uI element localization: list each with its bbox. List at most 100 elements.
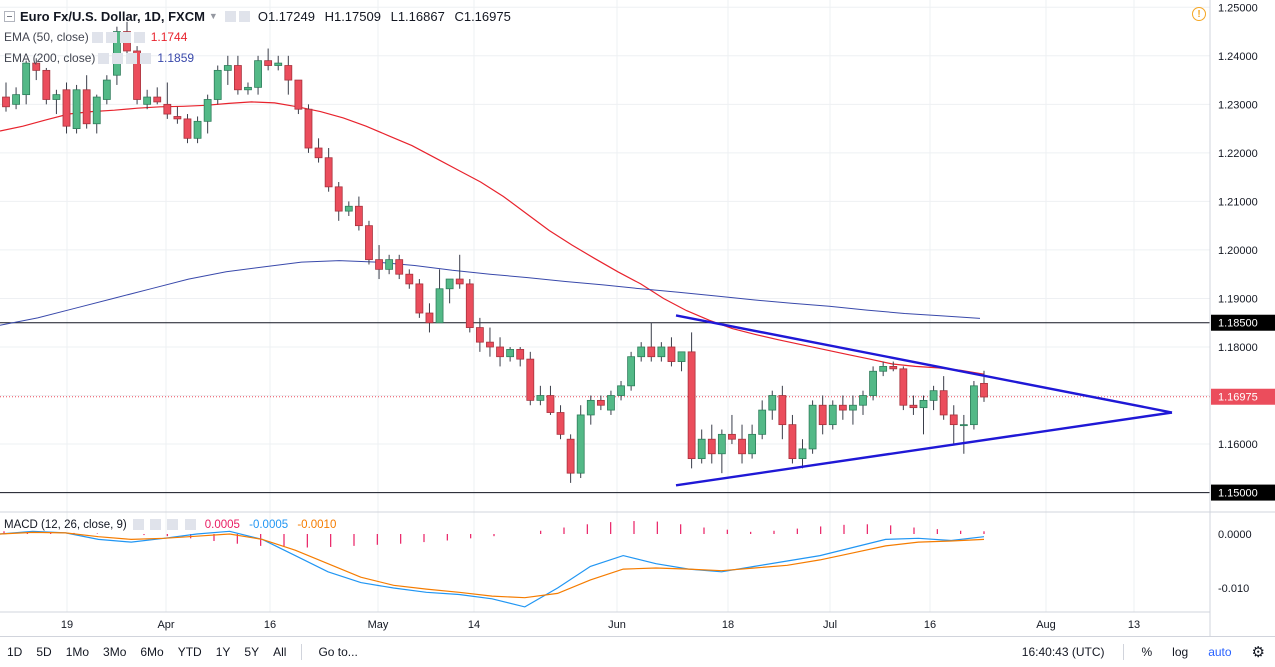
candle-body [909, 404, 918, 409]
symbol-title[interactable]: Euro Fx/U.S. Dollar, 1D, FXCM [20, 9, 205, 24]
close-icon[interactable] [140, 53, 152, 64]
candle-body [213, 69, 222, 100]
divider [301, 644, 303, 660]
price-tick: 1.16000 [1218, 439, 1258, 451]
resistance-label-bg [1211, 314, 1275, 331]
ema50-value: 1.1744 [150, 30, 188, 44]
horizontal-levels[interactable] [0, 322, 1210, 494]
candle-body [163, 103, 172, 115]
timeframe-5y[interactable]: 5Y [244, 645, 260, 659]
visibility-icon[interactable] [224, 11, 236, 22]
timeframe-1y[interactable]: 1Y [215, 645, 231, 659]
candle-body [133, 50, 141, 100]
candle-body [526, 358, 535, 401]
ema50-legend[interactable]: EMA (50, close) 1.1744 [4, 27, 517, 48]
settings-small-icon[interactable] [238, 11, 250, 22]
candle-body [576, 414, 585, 474]
percent-toggle[interactable]: % [1141, 645, 1153, 659]
candle-body [193, 120, 202, 139]
macd-legend[interactable]: MACD (12, 26, close, 9) 0.0005 -0.0005 -… [4, 519, 336, 531]
close-icon[interactable] [184, 519, 196, 531]
candle-body [203, 99, 212, 122]
candle-body [980, 382, 988, 398]
eye-icon[interactable] [132, 519, 144, 531]
divider [1122, 644, 1124, 660]
candle-body [304, 108, 313, 149]
candle-body [889, 366, 898, 370]
candle-body [415, 283, 424, 314]
candle-body [2, 96, 10, 108]
candle-body [284, 65, 293, 81]
time-tick: Aug [1036, 619, 1056, 631]
candle-body [22, 62, 31, 96]
collapse-legend-icon[interactable] [4, 11, 15, 22]
more-icon[interactable] [119, 32, 131, 43]
trendlines[interactable] [675, 314, 1173, 487]
go-to-button[interactable]: Go to... [318, 645, 358, 659]
ema200-legend[interactable]: EMA (200, close) 1.1859 [4, 48, 517, 69]
candle-body [707, 438, 716, 455]
clock-alert-icon[interactable]: ! [1192, 7, 1206, 21]
candle-body [375, 259, 383, 270]
candle-body [324, 157, 333, 188]
timeframe-1d[interactable]: 1D [7, 645, 23, 659]
log-toggle[interactable]: log [1172, 645, 1189, 659]
chevron-down-icon[interactable]: ▼ [208, 11, 218, 21]
more-icon[interactable] [126, 53, 138, 64]
timeframe-1mo[interactable]: 1Mo [65, 645, 90, 659]
low-value: L1.16867 [390, 9, 445, 24]
candle-body [566, 438, 575, 474]
candle-body [354, 205, 363, 227]
candle-body [344, 205, 353, 212]
auto-toggle[interactable]: auto [1208, 645, 1232, 659]
price-tick: 1.19000 [1218, 293, 1258, 305]
gear-icon[interactable]: ⚙ [1251, 644, 1265, 661]
candle-body [607, 395, 615, 411]
timeframe-all[interactable]: All [273, 645, 287, 659]
utc-clock[interactable]: 16:40:43 (UTC) [1021, 645, 1105, 659]
close-value: C1.16975 [454, 9, 511, 24]
candle-body [879, 366, 888, 372]
candle-body [808, 404, 817, 450]
close-icon[interactable] [133, 32, 145, 43]
candle-body [385, 259, 394, 270]
ohlc-values: O1.17249 H1.17509 L1.16867 C1.16975 [258, 6, 517, 27]
candle-body [72, 89, 81, 130]
candle-body [173, 116, 182, 120]
time-tick: Apr [157, 619, 174, 631]
candle-body [647, 346, 656, 358]
time-tick: 13 [1128, 619, 1140, 631]
candle-body [32, 62, 41, 71]
eye-icon[interactable] [91, 32, 103, 43]
timeframe-5d[interactable]: 5D [36, 645, 52, 659]
timeframe-6mo[interactable]: 6Mo [140, 645, 164, 659]
more-icon[interactable] [167, 519, 179, 531]
timeframe-3mo[interactable]: 3Mo [103, 645, 127, 659]
current-price-label-bg [1211, 388, 1275, 405]
macd-pane [0, 521, 985, 608]
eye-icon[interactable] [98, 53, 110, 64]
settings-small-icon[interactable] [150, 519, 162, 531]
upper-trendline [675, 314, 1173, 414]
symbol-row: Euro Fx/U.S. Dollar, 1D, FXCM ▼ O1.17249… [4, 6, 517, 27]
price-chart[interactable]: 1.25000 1.24000 1.23000 1.22000 1.21000 1.200… [0, 0, 1275, 636]
candle-body [556, 412, 565, 435]
timeframe-ytd[interactable]: YTD [177, 645, 202, 659]
candle-body [677, 351, 686, 362]
lower-trendline [675, 411, 1173, 487]
settings-small-icon[interactable] [112, 53, 124, 64]
candle-body [183, 118, 192, 139]
candle-body [264, 60, 273, 66]
candle-body [153, 96, 162, 103]
candle-body [788, 424, 797, 460]
candle-body [496, 346, 504, 358]
bottom-toolbar: 1D 5D 1Mo 3Mo 6Mo YTD 1Y 5Y All Go to...… [0, 636, 1275, 667]
candle-body [223, 65, 232, 71]
candle-body [102, 79, 111, 100]
candle-body [899, 368, 908, 406]
settings-small-icon[interactable] [105, 32, 117, 43]
time-tick: 14 [468, 619, 480, 631]
ema50-line [0, 101, 985, 375]
candle-body [294, 79, 303, 110]
candle-body [536, 395, 545, 401]
